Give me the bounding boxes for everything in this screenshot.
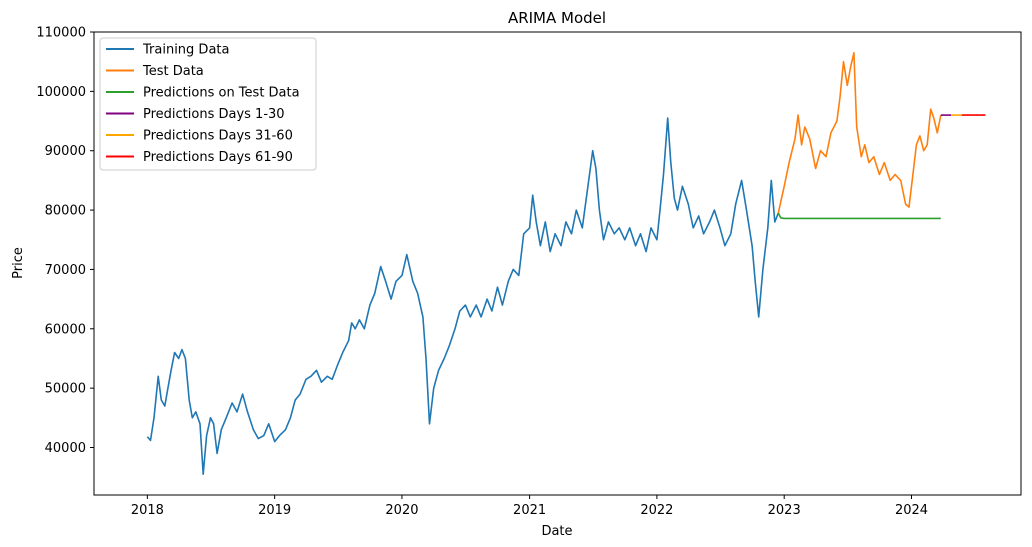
x-tick-label: 2024: [895, 503, 928, 518]
y-tick-label: 70000: [45, 263, 86, 278]
y-tick-label: 90000: [45, 144, 86, 159]
y-axis-label: Price: [11, 247, 26, 279]
series-line-2: [777, 212, 941, 220]
y-tick-label: 60000: [45, 322, 86, 337]
x-tick-label: 2021: [513, 503, 546, 518]
y-tick-label: 100000: [36, 85, 86, 100]
x-axis: 2018 2019 2020 2021 2022 2023 2024: [131, 495, 928, 518]
legend-entry: Predictions Days 1-30: [143, 107, 285, 122]
legend-entry: Predictions Days 31-60: [143, 129, 293, 144]
x-tick-label: 2019: [258, 503, 291, 518]
y-tick-label: 50000: [45, 382, 86, 397]
series-layer: [146, 51, 986, 476]
chart-title: ARIMA Model: [508, 9, 606, 27]
y-axis: 40000 50000 60000 70000 80000 90000 100000 1100…: [36, 26, 94, 456]
x-tick-label: 2018: [131, 503, 164, 518]
legend-entry: Predictions on Test Data: [143, 86, 300, 101]
legend-box: [99, 37, 317, 171]
legend-entry: Test Data: [142, 64, 204, 79]
legend-entry: Training Data: [142, 43, 229, 58]
legend: Training Data Test Data Predictions on Tes…: [99, 37, 317, 171]
series-line-1: [777, 51, 942, 214]
x-tick-label: 2020: [385, 503, 418, 518]
x-axis-label: Date: [541, 524, 572, 539]
legend-entry: Predictions Days 61-90: [143, 150, 293, 165]
plot-area-frame: [93, 31, 1022, 496]
y-tick-label: 110000: [36, 26, 86, 41]
y-tick-label: 80000: [45, 204, 86, 219]
series-line-0: [146, 117, 780, 476]
y-tick-label: 40000: [45, 441, 86, 456]
x-tick-label: 2022: [640, 503, 673, 518]
x-tick-label: 2023: [768, 503, 801, 518]
